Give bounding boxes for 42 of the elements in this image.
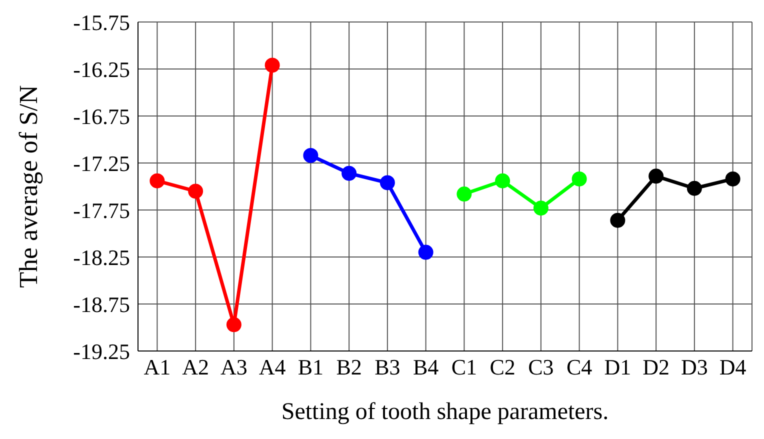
point [342, 166, 357, 181]
x-tick-label: C2 [490, 354, 516, 380]
point [264, 58, 280, 73]
x-axis-title: Setting of tooth shape parameters. [281, 399, 609, 425]
x-tick-label: B3 [374, 354, 400, 380]
x-tick-label: D1 [604, 354, 632, 380]
y-tick-label: -17.75 [73, 198, 130, 223]
point [495, 173, 510, 188]
x-tick-label: A1 [144, 354, 171, 380]
x-tick-label: A3 [220, 354, 248, 380]
y-axis-title: The average of S/N [14, 84, 44, 288]
x-tick-label: C4 [566, 354, 592, 380]
x-tick-label: A4 [258, 354, 286, 380]
y-tick-label: -16.75 [73, 104, 130, 129]
x-tick-label: A2 [182, 354, 210, 380]
point [533, 200, 548, 216]
y-tick-label: -19.25 [73, 338, 130, 364]
point [456, 186, 472, 202]
point [418, 244, 434, 260]
point [380, 175, 395, 190]
point [188, 184, 204, 199]
point [226, 317, 242, 332]
y-tick-label: -16.25 [73, 56, 130, 82]
x-tick-label: B2 [336, 354, 362, 380]
x-tick-label: C3 [528, 354, 554, 380]
point [686, 180, 702, 196]
point [725, 171, 740, 186]
point [150, 173, 165, 188]
point [610, 212, 626, 228]
y-tick-label: -17.25 [73, 150, 130, 176]
x-tick-label: C1 [451, 354, 478, 380]
point [648, 168, 664, 184]
x-tick-label: B1 [298, 354, 324, 380]
y-tick-label: -18.75 [73, 292, 130, 317]
x-tick-label: D2 [642, 354, 670, 380]
x-tick-label: B4 [412, 354, 439, 380]
x-tick-label: D4 [719, 354, 746, 380]
x-tick-label: D3 [680, 354, 708, 380]
point [303, 148, 318, 163]
y-tick-label: -15.75 [73, 10, 130, 35]
y-tick-label: -18.25 [73, 244, 130, 270]
point [572, 171, 587, 186]
